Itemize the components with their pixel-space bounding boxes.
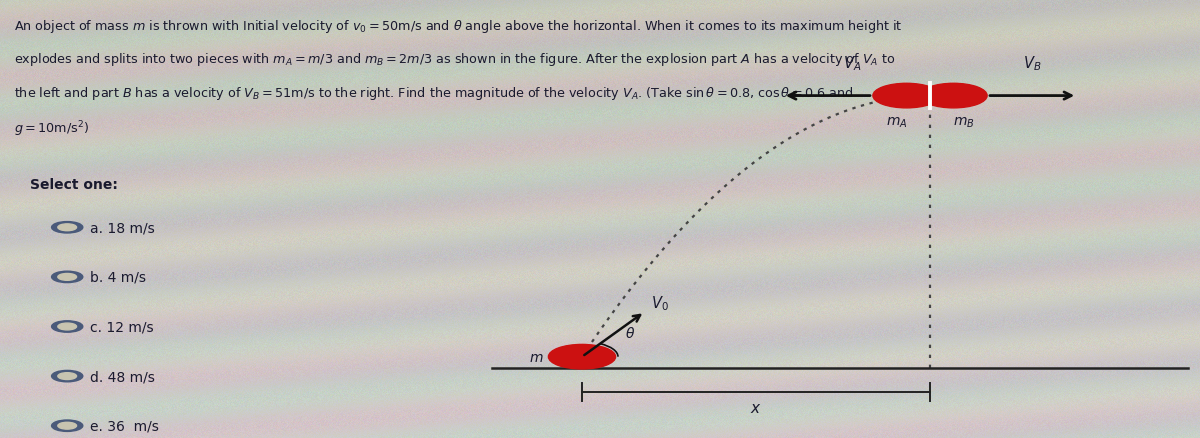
Text: explodes and splits into two pieces with $m_A = m/3$ and $m_B = 2m/3$ as shown i: explodes and splits into two pieces with… <box>14 51 896 68</box>
Text: $g = 10$m/s$^2$): $g = 10$m/s$^2$) <box>14 119 90 138</box>
Circle shape <box>872 84 940 109</box>
Circle shape <box>52 222 83 233</box>
Circle shape <box>920 84 988 109</box>
Text: $V_A$: $V_A$ <box>842 54 862 73</box>
Text: $m_A$: $m_A$ <box>886 115 907 129</box>
Text: c. 12 m/s: c. 12 m/s <box>90 320 154 334</box>
Text: $x$: $x$ <box>750 400 762 415</box>
Circle shape <box>58 323 77 330</box>
Text: $m$: $m$ <box>529 350 544 364</box>
Text: Select one:: Select one: <box>30 177 118 191</box>
Circle shape <box>52 420 83 431</box>
Text: d. 48 m/s: d. 48 m/s <box>90 369 155 383</box>
Text: a. 18 m/s: a. 18 m/s <box>90 221 155 235</box>
Circle shape <box>52 371 83 382</box>
Text: $V_0$: $V_0$ <box>650 293 668 312</box>
Text: the left and part $B$ has a velocity of $V_B = 51$m/s to the right. Find the mag: the left and part $B$ has a velocity of … <box>14 85 854 102</box>
Circle shape <box>52 321 83 332</box>
Text: $V_B$: $V_B$ <box>1022 54 1042 73</box>
Text: An object of mass $m$ is thrown with Initial velocity of $v_0 = 50$m/s and $\the: An object of mass $m$ is thrown with Ini… <box>14 18 902 35</box>
Text: $m_B$: $m_B$ <box>953 115 974 129</box>
Circle shape <box>58 224 77 231</box>
Circle shape <box>52 272 83 283</box>
Circle shape <box>548 345 616 369</box>
Circle shape <box>58 422 77 429</box>
Circle shape <box>58 373 77 380</box>
Text: b. 4 m/s: b. 4 m/s <box>90 270 146 284</box>
Text: e. 36  m/s: e. 36 m/s <box>90 419 158 433</box>
Text: $\theta$: $\theta$ <box>625 325 636 340</box>
Circle shape <box>58 274 77 281</box>
